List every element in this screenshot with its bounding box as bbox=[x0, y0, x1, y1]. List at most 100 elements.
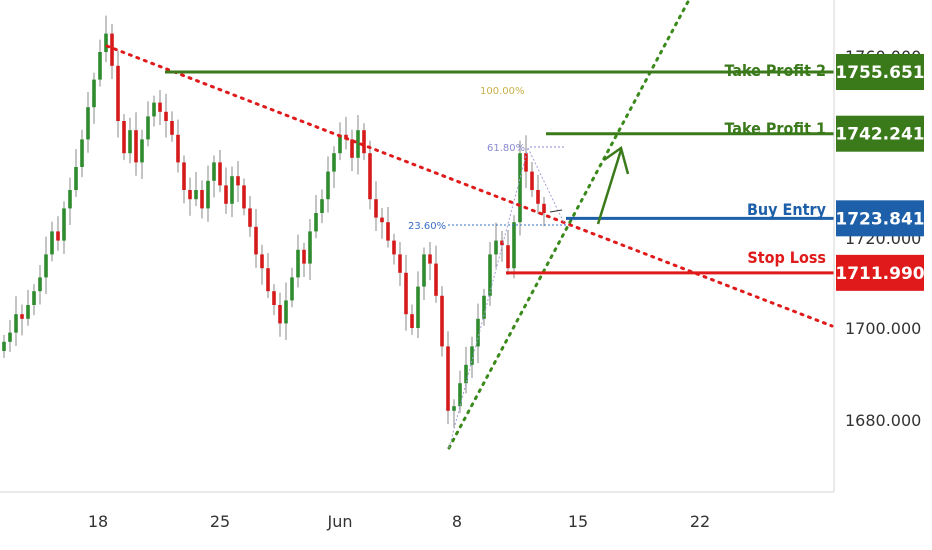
candle-body bbox=[278, 305, 282, 324]
x-axis: 18 25 Jun 8 15 22 bbox=[0, 491, 834, 531]
candle-body bbox=[470, 346, 474, 365]
x-tick-label: 25 bbox=[210, 512, 230, 531]
price-tag-value-entry: 1723.841 bbox=[835, 209, 924, 229]
candle-body bbox=[8, 332, 12, 342]
fib-label: 23.60% bbox=[408, 221, 446, 232]
candle-body bbox=[506, 245, 510, 269]
candle-body bbox=[488, 254, 492, 296]
candle-body bbox=[80, 139, 84, 167]
candle-body bbox=[116, 65, 120, 121]
candle-body bbox=[464, 364, 468, 384]
candle-body bbox=[32, 291, 36, 305]
candle-body bbox=[530, 171, 534, 190]
candle-body bbox=[230, 176, 234, 204]
candle-body bbox=[122, 121, 126, 154]
candle-body bbox=[446, 346, 450, 411]
candle-body bbox=[482, 295, 486, 319]
candle-body bbox=[392, 240, 396, 255]
price-tag-tp2 bbox=[836, 54, 924, 91]
candle-body bbox=[362, 130, 366, 154]
candle-body bbox=[26, 305, 30, 319]
candle-body bbox=[200, 190, 204, 209]
candle-body bbox=[308, 231, 312, 264]
fib-label: 61.80% bbox=[487, 143, 525, 154]
candle-body bbox=[134, 130, 138, 163]
candle-body bbox=[62, 208, 66, 241]
candle-body bbox=[260, 254, 264, 269]
descending-trendline bbox=[105, 44, 834, 328]
price-tag-value-tp2: 1755.651 bbox=[835, 63, 924, 83]
candle-body bbox=[326, 171, 330, 200]
candles-group bbox=[2, 15, 546, 428]
x-tick-label: 8 bbox=[452, 512, 462, 531]
candle-body bbox=[164, 111, 168, 121]
candle-body bbox=[176, 134, 180, 163]
x-tick-label: 15 bbox=[568, 512, 588, 531]
candle-body bbox=[182, 162, 186, 190]
candle-body bbox=[404, 272, 408, 315]
candle-body bbox=[458, 383, 462, 407]
candle-body bbox=[206, 180, 210, 209]
candle-body bbox=[254, 226, 258, 255]
candle-body bbox=[434, 263, 438, 296]
drawings-group: 100.00% 61.80% 23.60% Take Profit 2 Take Pro… bbox=[105, 0, 834, 450]
y-tick-label: 1700.000 bbox=[845, 319, 921, 338]
candle-body bbox=[440, 295, 444, 347]
candle-body bbox=[158, 102, 162, 112]
candle-body bbox=[104, 33, 108, 52]
candle-body bbox=[242, 185, 246, 209]
candle-body bbox=[218, 162, 222, 186]
candle-body bbox=[380, 217, 384, 223]
candle-body bbox=[194, 190, 198, 200]
candle-body bbox=[140, 139, 144, 163]
price-tag-value-tp1: 1742.241 bbox=[835, 125, 924, 145]
candle-body bbox=[92, 79, 96, 108]
candle-body bbox=[2, 341, 6, 351]
level-label-sl: Stop Loss bbox=[747, 248, 826, 267]
candle-body bbox=[56, 231, 60, 241]
candle-body bbox=[422, 254, 426, 287]
level-label-entry: Buy Entry bbox=[747, 200, 827, 219]
candle-body bbox=[110, 33, 114, 66]
level-label-tp2: Take Profit 2 bbox=[725, 61, 827, 80]
price-tags: 1755.651 1742.241 1723.841 1711.990 bbox=[835, 54, 925, 291]
candle-body bbox=[338, 134, 342, 154]
candle-body bbox=[524, 153, 528, 172]
candle-body bbox=[476, 318, 480, 347]
candle-body bbox=[224, 185, 228, 204]
candle-body bbox=[68, 190, 72, 209]
candle-body bbox=[98, 52, 102, 80]
candle-body bbox=[188, 190, 192, 200]
candle-body bbox=[500, 240, 504, 246]
candle-body bbox=[398, 254, 402, 273]
candle-body bbox=[494, 240, 498, 255]
candle-body bbox=[266, 268, 270, 292]
candle-body bbox=[152, 102, 156, 117]
candle-body bbox=[86, 107, 90, 140]
candle-body bbox=[368, 153, 372, 200]
fib-label: 100.00% bbox=[480, 86, 525, 97]
candle-body bbox=[410, 314, 414, 328]
price-tag-tp1 bbox=[836, 115, 924, 152]
candle-body bbox=[512, 222, 516, 269]
candle-body bbox=[428, 254, 432, 264]
candle-body bbox=[74, 167, 78, 190]
candle-body bbox=[518, 153, 522, 223]
candle-body bbox=[212, 162, 216, 181]
candle-body bbox=[236, 176, 240, 186]
x-tick-label: 18 bbox=[88, 512, 108, 531]
candle-body bbox=[314, 213, 318, 232]
candle-body bbox=[170, 121, 174, 135]
candle-body bbox=[350, 139, 354, 158]
candle-body bbox=[356, 130, 360, 158]
candle-body bbox=[542, 203, 546, 213]
candle-body bbox=[332, 153, 336, 172]
candle-body bbox=[320, 199, 324, 213]
candle-body bbox=[146, 116, 150, 140]
level-label-tp1: Take Profit 1 bbox=[725, 119, 827, 138]
x-tick-label: 22 bbox=[690, 512, 710, 531]
candle-body bbox=[14, 314, 18, 333]
y-tick-label: 1680.000 bbox=[845, 411, 921, 430]
price-tag-value-sl: 1711.990 bbox=[835, 264, 924, 284]
